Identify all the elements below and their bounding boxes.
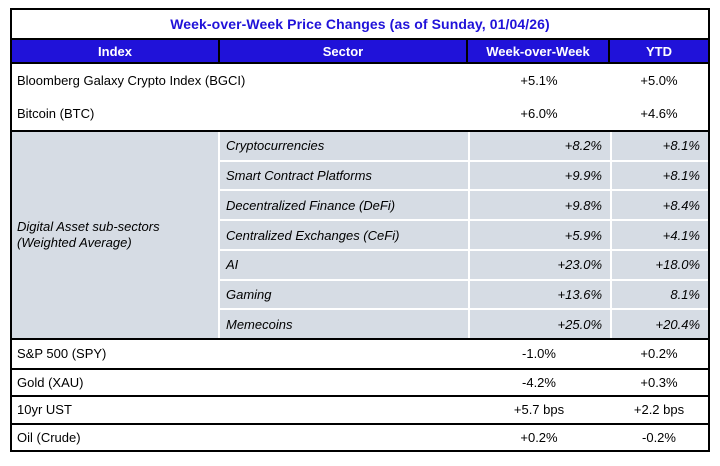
row-wow-value: -1.0% xyxy=(522,346,556,362)
header-week-over-week: Week-over-Week xyxy=(468,40,610,62)
subsector-ytd-value: +4.1% xyxy=(610,221,708,249)
table-row: Bitcoin (BTC) +6.0% +4.6% xyxy=(12,97,708,130)
subsector-row: Centralized Exchanges (CeFi) +5.9% +4.1% xyxy=(220,219,708,249)
row-wow-value: +5.7 bps xyxy=(513,402,565,418)
subsector-ytd-value: 8.1% xyxy=(610,280,708,309)
subsector-group-label-line2: (Weighted Average) xyxy=(17,235,132,250)
header-index: Index xyxy=(12,40,220,62)
row-label: Gold (XAU) xyxy=(17,374,84,390)
subsector-name: Gaming xyxy=(226,286,272,302)
subsector-wow-value: +25.0% xyxy=(468,310,610,339)
table-row: S&P 500 (SPY) -1.0% +0.2% xyxy=(12,340,708,368)
subsector-row: Gaming +13.6% 8.1% xyxy=(220,278,708,309)
subsector-wow-value: +5.9% xyxy=(468,221,610,249)
subsector-ytd-value: +8.4% xyxy=(610,191,708,220)
header-ytd: YTD xyxy=(646,43,672,59)
subsector-group-label-line1: Digital Asset sub-sectors xyxy=(17,218,160,234)
subsector-ytd-value: +8.1% xyxy=(610,161,708,190)
table-header-row: Index Sector Week-over-Week YTD xyxy=(12,40,708,64)
row-label: S&P 500 (SPY) xyxy=(17,346,107,362)
table-row: Oil (Crude) +0.2% -0.2% xyxy=(12,422,708,451)
row-label: Oil (Crude) xyxy=(17,429,81,445)
subsector-wow-value: +9.9% xyxy=(468,161,610,190)
subsector-ytd-value: +20.4% xyxy=(610,310,708,339)
section-digital-asset-subsectors: Digital Asset sub-sectors (Weighted Aver… xyxy=(12,132,708,340)
row-wow-value: +6.0% xyxy=(520,106,558,121)
row-label: 10yr UST xyxy=(17,402,72,418)
subsector-row: Smart Contract Platforms +9.9% +8.1% xyxy=(220,159,708,190)
row-wow-value: -4.2% xyxy=(522,374,556,390)
subsector-ytd-value: +18.0% xyxy=(610,250,708,279)
subsector-row: Memecoins +25.0% +20.4% xyxy=(220,308,708,339)
row-ytd-value: +0.3% xyxy=(640,374,678,390)
price-changes-table: Week-over-Week Price Changes (as of Sund… xyxy=(10,8,710,452)
subsector-rows: Cryptocurrencies +8.2% +8.1% Smart Contr… xyxy=(220,132,708,339)
subsector-wow-value: +9.8% xyxy=(468,191,610,220)
row-ytd-value: +2.2 bps xyxy=(633,402,685,418)
row-wow-value: +5.1% xyxy=(520,73,558,88)
row-ytd-value: -0.2% xyxy=(642,429,676,445)
subsector-row: Cryptocurrencies +8.2% +8.1% xyxy=(220,132,708,160)
subsector-name: Cryptocurrencies xyxy=(226,138,325,154)
section-indices: Bloomberg Galaxy Crypto Index (BGCI) +5.… xyxy=(12,64,708,132)
subsector-row: Decentralized Finance (DeFi) +9.8% +8.4% xyxy=(220,189,708,220)
subsector-ytd-value: +8.1% xyxy=(610,132,708,160)
subsector-name: Decentralized Finance (DeFi) xyxy=(226,197,396,213)
table-row: Bloomberg Galaxy Crypto Index (BGCI) +5.… xyxy=(12,64,708,97)
subsector-wow-value: +8.2% xyxy=(468,132,610,160)
table-title: Week-over-Week Price Changes (as of Sund… xyxy=(12,10,708,40)
subsector-row: AI +23.0% +18.0% xyxy=(220,248,708,279)
subsector-group-label: Digital Asset sub-sectors (Weighted Aver… xyxy=(12,132,220,338)
subsector-wow-value: +23.0% xyxy=(468,250,610,279)
subsector-name: Memecoins xyxy=(226,316,293,332)
section-traditional-assets: S&P 500 (SPY) -1.0% +0.2% Gold (XAU) -4.… xyxy=(12,340,708,450)
header-sector: Sector xyxy=(220,40,468,62)
row-label: Bitcoin (BTC) xyxy=(17,106,95,121)
subsector-wow-value: +13.6% xyxy=(468,280,610,309)
row-ytd-value: +5.0% xyxy=(640,73,678,88)
subsector-name: Smart Contract Platforms xyxy=(226,168,372,184)
table-row: 10yr UST +5.7 bps +2.2 bps xyxy=(12,395,708,423)
row-ytd-value: +4.6% xyxy=(640,106,678,121)
subsector-name: Centralized Exchanges (CeFi) xyxy=(226,227,400,243)
table-row: Gold (XAU) -4.2% +0.3% xyxy=(12,367,708,396)
row-ytd-value: +0.2% xyxy=(640,346,678,362)
row-label: Bloomberg Galaxy Crypto Index (BGCI) xyxy=(17,73,246,88)
subsector-name: AI xyxy=(226,257,239,273)
row-wow-value: +0.2% xyxy=(520,429,558,445)
